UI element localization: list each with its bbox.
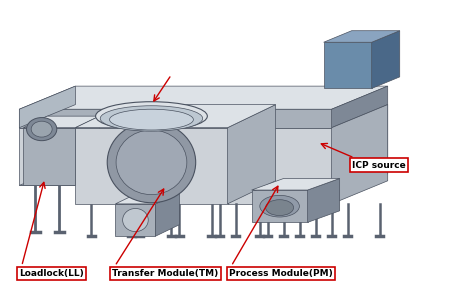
Polygon shape [227, 128, 332, 197]
Ellipse shape [31, 121, 52, 137]
Polygon shape [227, 128, 332, 204]
Polygon shape [75, 116, 99, 185]
Text: Loadlock(LL): Loadlock(LL) [19, 269, 84, 278]
Ellipse shape [100, 106, 203, 131]
Polygon shape [19, 162, 75, 185]
Polygon shape [252, 178, 340, 190]
Polygon shape [324, 31, 400, 42]
Polygon shape [156, 192, 179, 236]
Polygon shape [252, 190, 308, 222]
Text: Process Module(PM): Process Module(PM) [229, 269, 333, 278]
Text: ICP source: ICP source [352, 161, 406, 170]
Polygon shape [308, 178, 340, 222]
Ellipse shape [107, 122, 196, 203]
Ellipse shape [260, 195, 299, 217]
Ellipse shape [123, 209, 148, 232]
Polygon shape [324, 42, 372, 88]
Polygon shape [227, 105, 388, 128]
Ellipse shape [266, 200, 294, 215]
Ellipse shape [116, 130, 187, 195]
Polygon shape [23, 128, 75, 185]
Ellipse shape [27, 117, 57, 141]
Polygon shape [115, 204, 156, 236]
Polygon shape [332, 86, 388, 128]
Polygon shape [332, 105, 388, 204]
Polygon shape [372, 31, 400, 88]
Polygon shape [19, 109, 332, 128]
Polygon shape [19, 86, 75, 128]
Text: Transfer Module(TM): Transfer Module(TM) [113, 269, 219, 278]
Polygon shape [23, 116, 99, 128]
Polygon shape [75, 105, 276, 128]
Polygon shape [332, 105, 388, 197]
Ellipse shape [110, 109, 193, 130]
Polygon shape [19, 128, 75, 185]
Polygon shape [75, 128, 227, 204]
Polygon shape [19, 86, 388, 109]
Polygon shape [115, 192, 179, 204]
Ellipse shape [96, 102, 207, 130]
Polygon shape [227, 105, 276, 204]
